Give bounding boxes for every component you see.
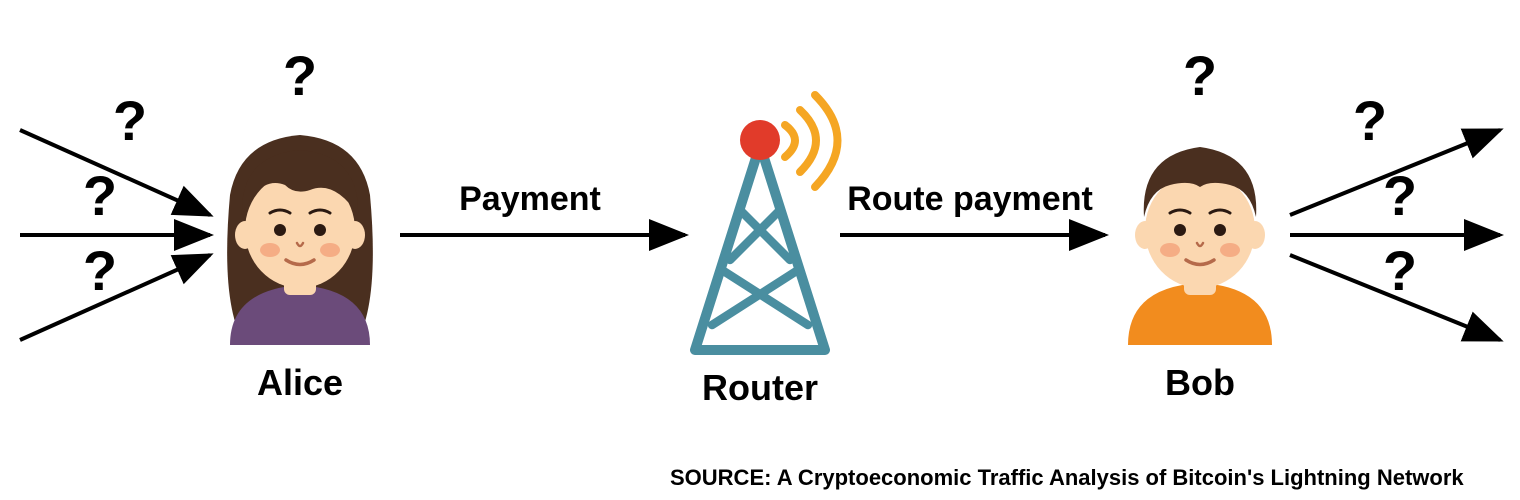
bob-node [1128,147,1272,345]
outgoing-question-2: ? [1383,239,1417,302]
incoming-question-2: ? [83,239,117,302]
outgoing-question-1: ? [1383,164,1417,227]
outgoing-question-0: ? [1353,89,1387,152]
source-citation: SOURCE: A Cryptoeconomic Traffic Analysi… [670,465,1464,490]
route_payment-label: Route payment [847,180,1093,218]
router-label: Router [702,367,818,408]
router-node [695,95,838,350]
incoming-question-1: ? [83,164,117,227]
routing-diagram: ?????? Payment Route payment? Alice Router? B… [0,0,1520,500]
alice-question: ? [283,44,317,107]
bob-question: ? [1183,44,1217,107]
bob-label: Bob [1165,362,1235,403]
alice-label: Alice [257,362,343,403]
alice-node [227,135,373,345]
incoming-question-0: ? [113,89,147,152]
payment-label: Payment [459,180,601,218]
